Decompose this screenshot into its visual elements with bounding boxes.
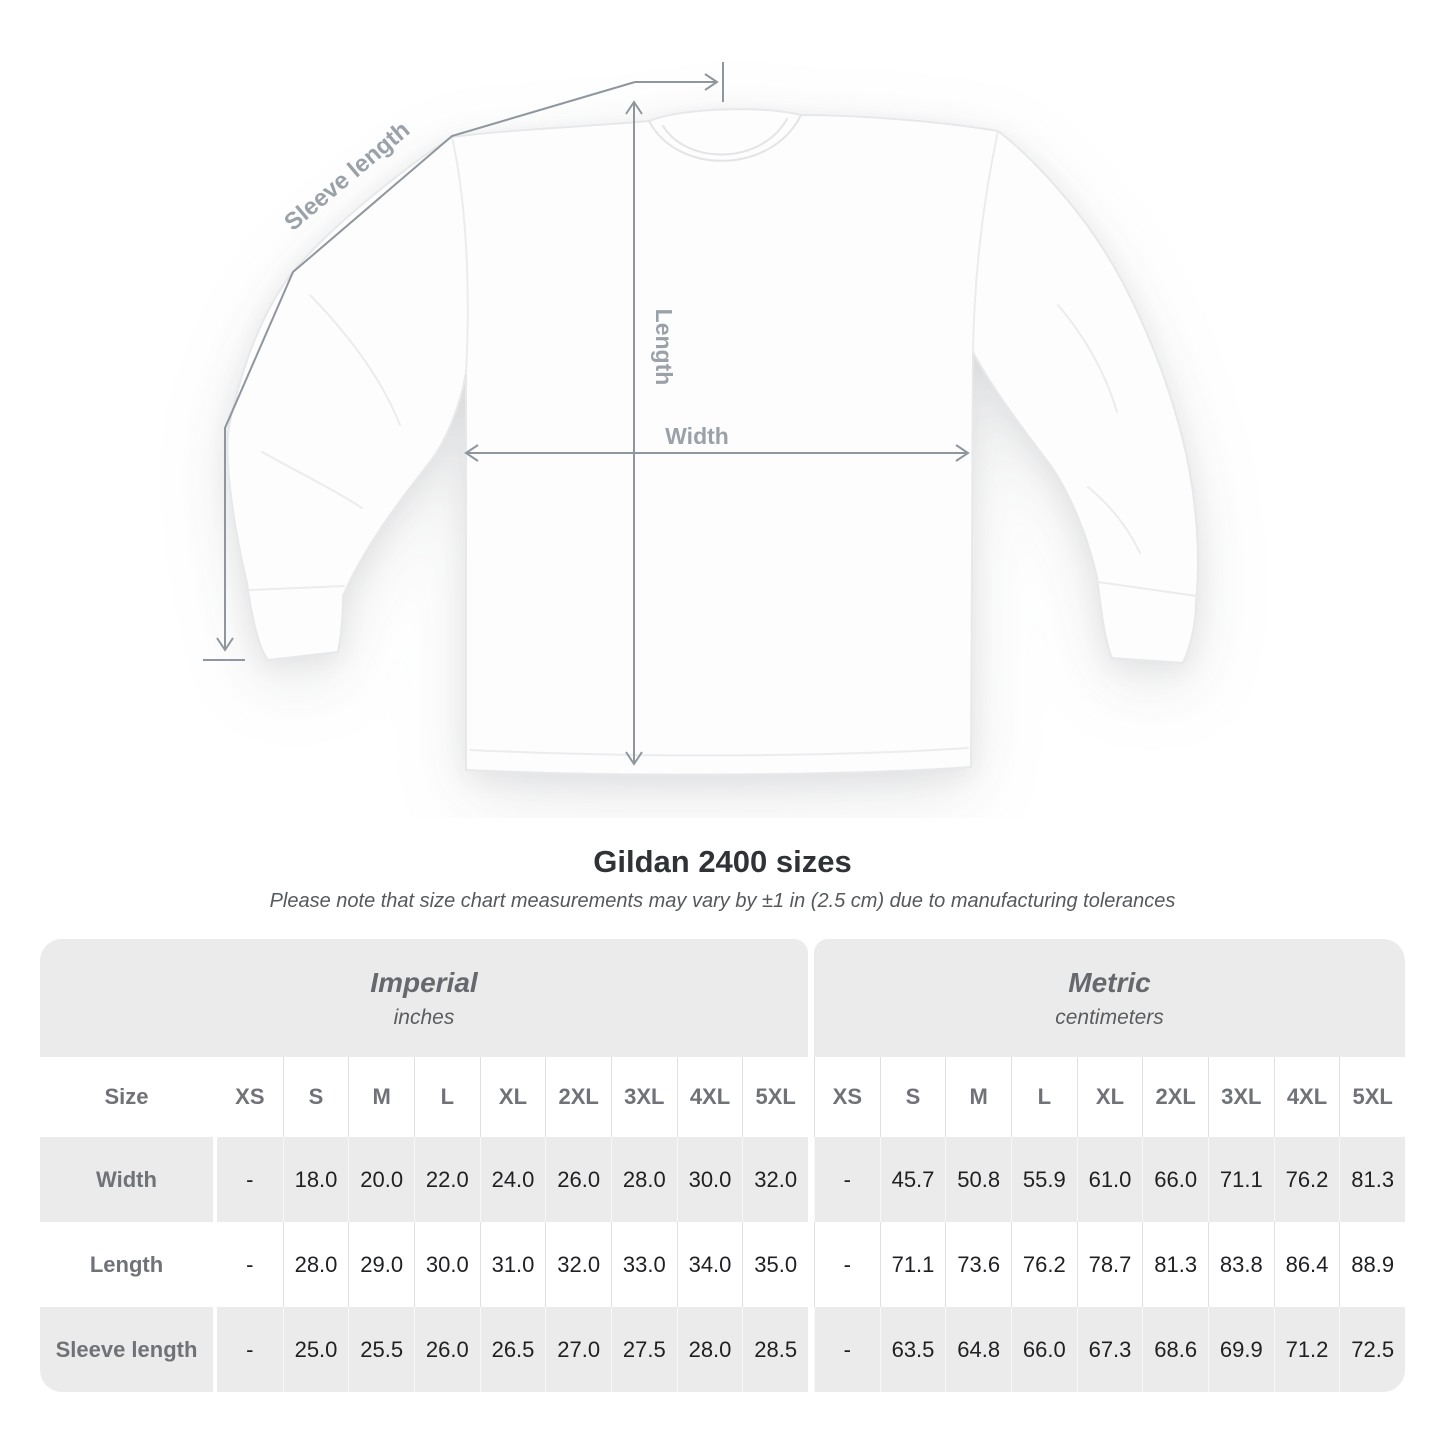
unit-band-row: Imperial inches Metric centimeters [40, 939, 1405, 1057]
table-cell: 78.7 [1076, 1222, 1143, 1307]
table-cell: 71.2 [1273, 1307, 1340, 1392]
table-cell: 28.0 [610, 1137, 677, 1222]
length-label: Length [651, 309, 677, 386]
table-cell: 63.5 [879, 1307, 946, 1392]
tolerance-note: Please note that size chart measurements… [269, 890, 1176, 912]
table-cell: - [217, 1307, 283, 1392]
table-cell: 26.0 [413, 1307, 480, 1392]
size-col-header: 3XL [610, 1057, 677, 1137]
metric-section-header: Metric centimeters [814, 939, 1405, 1057]
table-cell: - [217, 1137, 283, 1222]
length-measure: Length [625, 100, 677, 766]
table-cell: 31.0 [479, 1222, 546, 1307]
shirt-measurement-diagram: Sleeve length Length Width [203, 62, 1199, 776]
size-col-header: 3XL [1207, 1057, 1274, 1137]
table-cell: 28.5 [742, 1307, 808, 1392]
table-cell: 50.8 [945, 1137, 1011, 1222]
size-col-header: 5XL [742, 1057, 808, 1137]
table-cell: 24.0 [479, 1137, 546, 1222]
shirt-diagram-svg: Sleeve length Length Width [203, 62, 1199, 776]
table-cell: 28.0 [676, 1307, 743, 1392]
table-cell: 25.5 [348, 1307, 414, 1392]
table-cell: 22.0 [413, 1137, 480, 1222]
table-cell: 27.5 [610, 1307, 677, 1392]
table-cell: 86.4 [1273, 1222, 1340, 1307]
table-row-width: Width - 18.0 20.0 22.0 24.0 26.0 28.0 30… [40, 1137, 1405, 1222]
shirt-silhouette [226, 108, 1199, 776]
table-cell: 71.1 [879, 1222, 946, 1307]
imperial-unit: inches [393, 1005, 455, 1029]
table-cell: 68.6 [1142, 1307, 1208, 1392]
table-cell: 25.0 [282, 1307, 349, 1392]
imperial-title: Imperial [370, 966, 478, 998]
table-cell: 29.0 [348, 1222, 414, 1307]
size-col-header: XL [1076, 1057, 1143, 1137]
row-label: Length [40, 1222, 213, 1307]
table-cell: 64.8 [945, 1307, 1011, 1392]
table-cell: 34.0 [676, 1222, 743, 1307]
table-cell: 76.2 [1010, 1222, 1077, 1307]
table-row-length: Length - 28.0 29.0 30.0 31.0 32.0 33.0 3… [40, 1222, 1405, 1307]
table-cell: 18.0 [282, 1137, 349, 1222]
size-table: Imperial inches Metric centimeters Size … [40, 939, 1405, 1392]
table-cell: 30.0 [676, 1137, 743, 1222]
table-cell: 83.8 [1207, 1222, 1274, 1307]
size-col-header: L [413, 1057, 480, 1137]
table-cell: 20.0 [348, 1137, 414, 1222]
size-col-header: S [282, 1057, 349, 1137]
table-row-sleeve-length: Sleeve length - 25.0 25.5 26.0 26.5 27.0… [40, 1307, 1405, 1392]
table-cell: - [217, 1222, 283, 1307]
size-header: Size [40, 1057, 213, 1137]
table-cell: 66.0 [1142, 1137, 1208, 1222]
table-cell: 66.0 [1010, 1307, 1077, 1392]
shirt-seams [249, 114, 1198, 757]
table-cell: 67.3 [1076, 1307, 1143, 1392]
table-cell: 81.3 [1339, 1137, 1405, 1222]
metric-unit: centimeters [1055, 1005, 1164, 1029]
size-col-header: 4XL [676, 1057, 743, 1137]
row-label: Width [40, 1137, 213, 1222]
table-cell: 73.6 [945, 1222, 1011, 1307]
shirt-illustration [226, 108, 1199, 776]
page-title: Gildan 2400 sizes [593, 844, 852, 879]
size-col-header: 2XL [1142, 1057, 1208, 1137]
size-col-header: XL [479, 1057, 546, 1137]
width-label: Width [665, 423, 729, 449]
size-col-header: 2XL [545, 1057, 611, 1137]
table-cell: 69.9 [1207, 1307, 1274, 1392]
metric-title: Metric [1068, 966, 1151, 998]
table-cell: 28.0 [282, 1222, 349, 1307]
table-cell: 81.3 [1142, 1222, 1208, 1307]
row-label: Sleeve length [40, 1307, 213, 1392]
size-col-header: XS [217, 1057, 283, 1137]
table-cell: - [813, 1137, 880, 1222]
table-cell: - [813, 1307, 880, 1392]
table-cell: 88.9 [1339, 1222, 1405, 1307]
table-cell: 55.9 [1010, 1137, 1077, 1222]
table-cell: 30.0 [413, 1222, 480, 1307]
size-col-header: XS [813, 1057, 880, 1137]
table-cell: 26.0 [545, 1137, 611, 1222]
table-cell: 33.0 [610, 1222, 677, 1307]
size-col-header: 5XL [1339, 1057, 1405, 1137]
size-col-header: 4XL [1273, 1057, 1340, 1137]
table-cell: 71.1 [1207, 1137, 1274, 1222]
table-cell: 76.2 [1273, 1137, 1340, 1222]
table-cell: 45.7 [879, 1137, 946, 1222]
table-cell: 26.5 [479, 1307, 546, 1392]
table-cell: 35.0 [742, 1222, 808, 1307]
table-cell: 27.0 [545, 1307, 611, 1392]
width-measure: Width [464, 423, 970, 462]
table-cell: - [813, 1222, 880, 1307]
size-header-row: Size XS S M L XL 2XL 3XL 4XL 5XL XS S M … [40, 1057, 1405, 1137]
table-cell: 32.0 [742, 1137, 808, 1222]
size-col-header: L [1010, 1057, 1077, 1137]
size-col-header: M [348, 1057, 414, 1137]
table-cell: 61.0 [1076, 1137, 1143, 1222]
size-col-header: M [945, 1057, 1011, 1137]
size-col-header: S [879, 1057, 946, 1137]
imperial-section-header: Imperial inches [40, 939, 808, 1057]
table-cell: 32.0 [545, 1222, 611, 1307]
table-cell: 72.5 [1339, 1307, 1405, 1392]
